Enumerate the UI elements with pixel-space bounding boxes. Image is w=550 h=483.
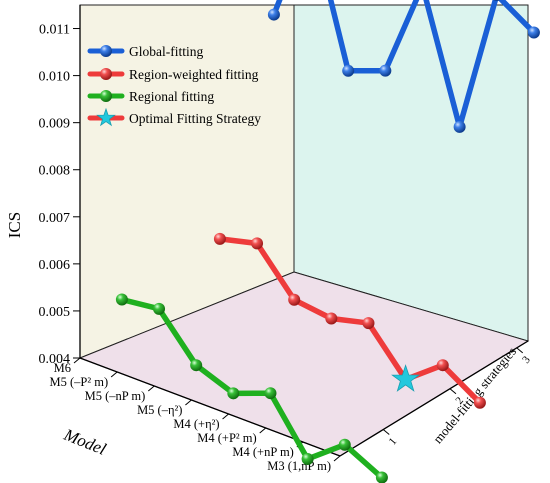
model-tick-label: M5 (–nP m) bbox=[85, 389, 146, 403]
model-tick-label: M5 (–η²) bbox=[137, 403, 182, 417]
optimal-star-marker bbox=[391, 364, 421, 392]
data-point-regional bbox=[115, 293, 128, 306]
data-point-regional bbox=[227, 387, 240, 400]
data-point-global bbox=[379, 64, 392, 77]
y-tick-label: 0.005 bbox=[39, 305, 71, 320]
series-line-region-weighted bbox=[217, 236, 483, 406]
data-point-regional bbox=[190, 359, 203, 372]
legend-regional-label: Regional fitting bbox=[129, 89, 214, 104]
y-axis-title: ICS bbox=[5, 212, 24, 238]
legend-global-label: Global-fitting bbox=[129, 44, 203, 59]
strategy-tick-label: 3 bbox=[520, 354, 533, 366]
data-point-region-weighted bbox=[213, 232, 226, 245]
series-region-weighted bbox=[213, 232, 486, 409]
legend-region-weighted-marker bbox=[100, 68, 112, 80]
model-tick-mark bbox=[222, 413, 229, 420]
y-tick-label: 0.011 bbox=[39, 23, 70, 38]
data-point-global bbox=[342, 64, 355, 77]
model-tick-mark bbox=[147, 385, 155, 392]
strategy-tick-label: 2 bbox=[453, 395, 466, 407]
data-point-region-weighted bbox=[325, 312, 338, 325]
model-tick-mark bbox=[259, 427, 267, 434]
model-tick-label: M6 bbox=[54, 361, 71, 375]
legend-regional-marker bbox=[100, 90, 112, 102]
data-point-region-weighted bbox=[251, 237, 264, 250]
model-tick-mark bbox=[110, 371, 118, 378]
model-axis-title: Model bbox=[60, 425, 109, 459]
data-point-global bbox=[493, 0, 501, 2]
model-tick-label: M5 (–P² m) bbox=[50, 375, 109, 389]
y-tick-label: 0.008 bbox=[39, 164, 71, 179]
legend-optimal-label: Optimal Fitting Strategy bbox=[129, 111, 261, 126]
y-tick-label: 0.009 bbox=[39, 117, 71, 132]
model-tick-label: M4 (+η²) bbox=[173, 417, 219, 431]
model-tick-mark bbox=[333, 455, 341, 462]
y-tick-label: 0.007 bbox=[39, 211, 71, 226]
legend-item-optimal: Optimal Fitting Strategy bbox=[87, 107, 261, 127]
y-tick-label: 0.010 bbox=[39, 70, 71, 85]
data-point-global bbox=[527, 26, 540, 39]
series-line-global bbox=[271, 0, 537, 130]
data-point-regional bbox=[153, 302, 166, 315]
legend-global-marker bbox=[100, 45, 112, 57]
model-tick-mark bbox=[73, 357, 81, 364]
data-point-region-weighted bbox=[288, 293, 301, 306]
series-global bbox=[267, 0, 540, 133]
data-point-region-weighted bbox=[436, 359, 449, 372]
legend-region-weighted-label: Region-weighted fitting bbox=[129, 67, 259, 82]
data-point-region-weighted bbox=[362, 317, 375, 330]
legend-item-regional: Regional fitting bbox=[87, 89, 214, 104]
strategy-tick-mark bbox=[449, 388, 457, 395]
model-tick-label: M4 (+nP m) bbox=[232, 445, 293, 459]
strategy-tick-mark bbox=[382, 429, 390, 435]
legend: Global-fitting Region-weighted fitting R… bbox=[87, 44, 261, 127]
model-tick-label: M3 (1,nP m) bbox=[267, 459, 331, 473]
data-point-regional bbox=[375, 471, 388, 483]
series-line-regional bbox=[119, 296, 385, 481]
data-point-regional bbox=[338, 438, 351, 451]
data-point-global bbox=[453, 120, 466, 133]
legend-optimal-star-icon bbox=[96, 107, 116, 127]
series-layer bbox=[115, 0, 540, 483]
data-point-regional bbox=[301, 452, 314, 465]
strategy-axis-line bbox=[339, 340, 529, 457]
data-point-regional bbox=[264, 387, 277, 400]
data-point-global bbox=[267, 8, 280, 21]
data-point-region-weighted bbox=[473, 396, 486, 409]
model-tick-label: M4 (+P² m) bbox=[197, 431, 256, 445]
model-tick-mark bbox=[185, 399, 192, 406]
y-tick-label: 0.004 bbox=[39, 352, 71, 367]
y-tick-label: 0.006 bbox=[39, 258, 71, 273]
strategy-tick-label: 1 bbox=[387, 436, 400, 448]
series-regional bbox=[115, 293, 388, 483]
strategy-tick-mark bbox=[516, 347, 524, 354]
y-axis-ticks: 0.004 0.005 0.006 0.007 0.008 0.009 0.010 0.011 bbox=[39, 23, 80, 367]
legend-item-global: Global-fitting bbox=[87, 44, 203, 59]
legend-item-region-weighted: Region-weighted fitting bbox=[87, 67, 259, 82]
